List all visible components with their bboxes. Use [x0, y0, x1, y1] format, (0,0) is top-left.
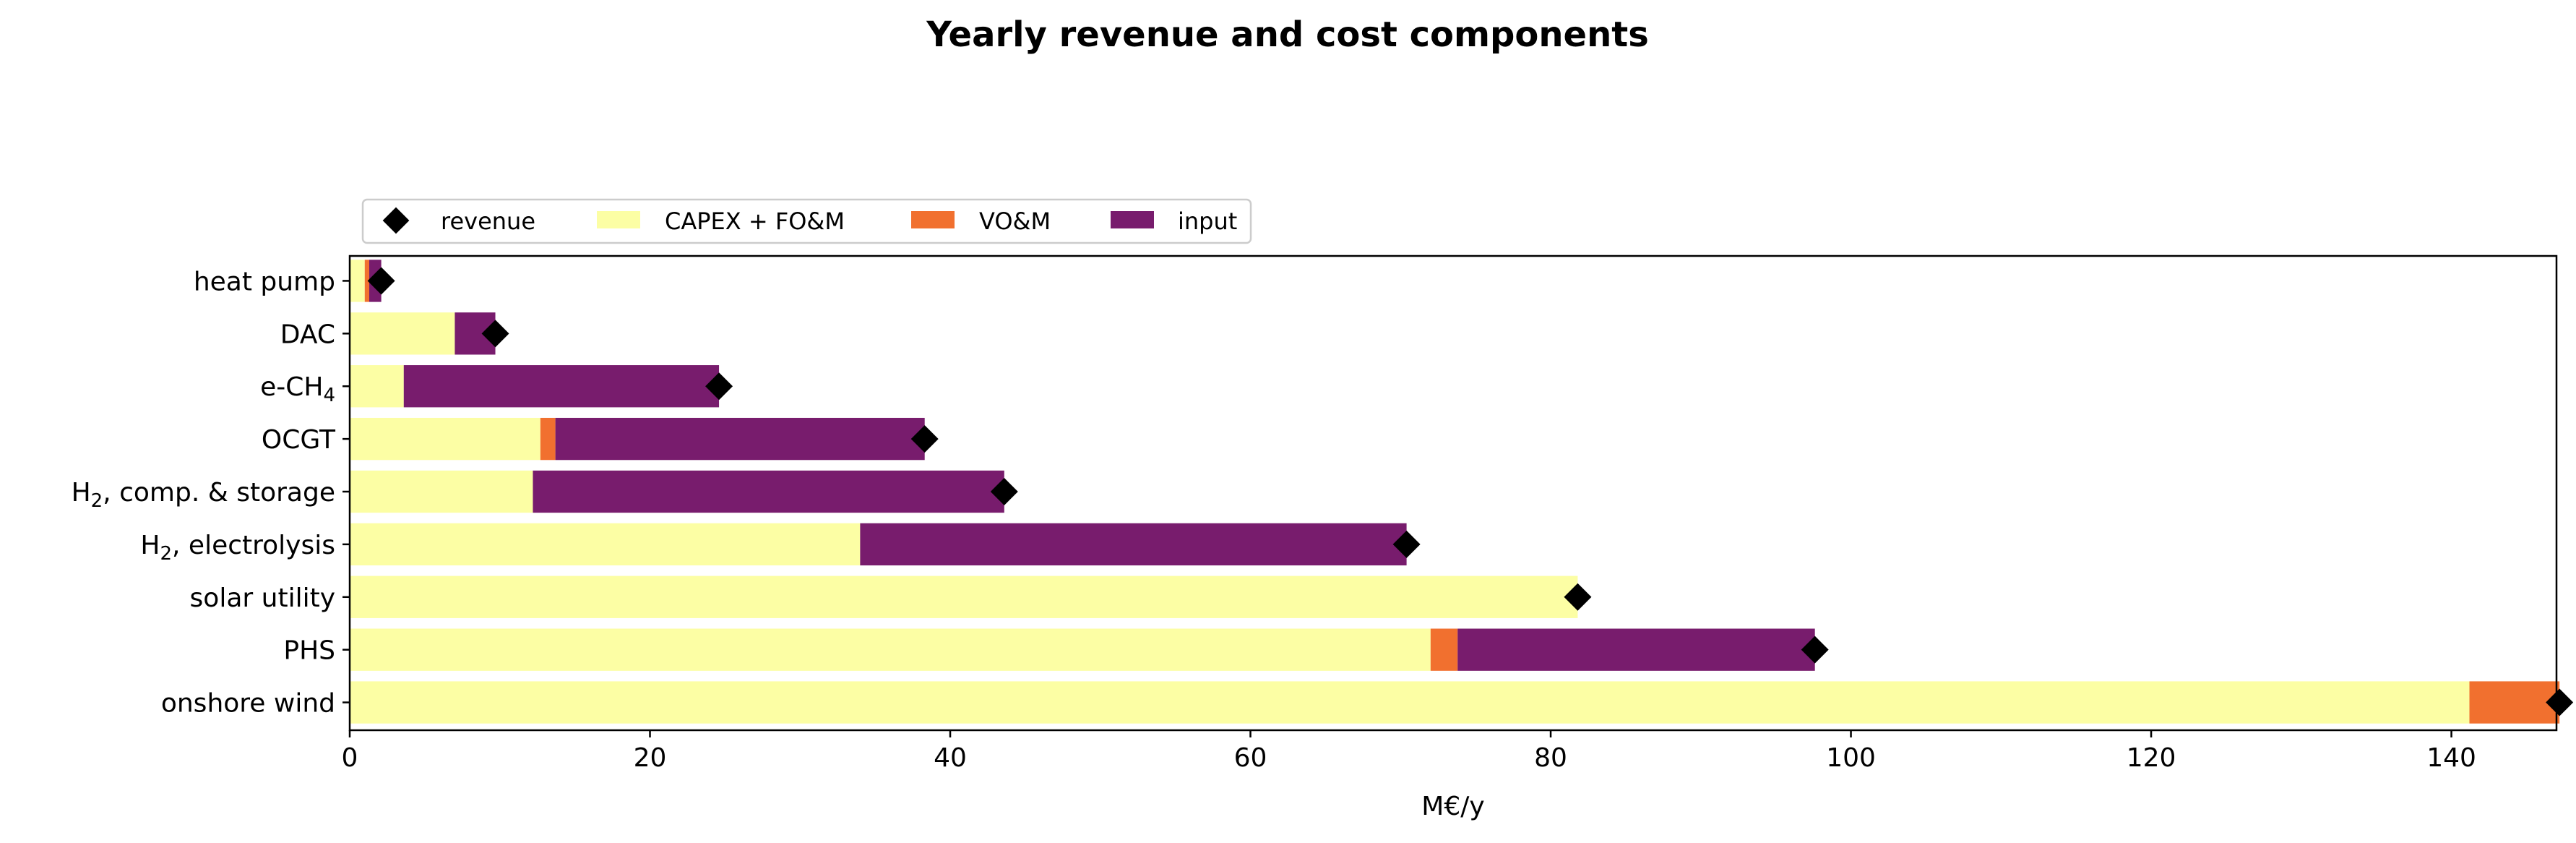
y-tick-label: solar utility: [190, 583, 335, 613]
revenue-marker: [367, 267, 395, 295]
revenue-markers-group: [367, 267, 2574, 716]
x-tick-label: 140: [2426, 743, 2476, 773]
bar-vom: [364, 260, 370, 302]
legend-capex-label: CAPEX + FO&M: [665, 207, 845, 235]
legend-vom-swatch: [911, 211, 955, 228]
y-tick-label: H2, electrolysis: [140, 531, 335, 565]
y-tick-label: PHS: [283, 636, 335, 666]
bar-capex: [350, 365, 404, 408]
y-tick-labels: heat pump DAC e-CH4 OCGT H2, comp. & storage…: [72, 267, 350, 719]
bar-capex: [350, 523, 861, 566]
x-tick-label: 120: [2127, 743, 2176, 773]
bar-input: [403, 365, 720, 408]
bar-input: [860, 523, 1407, 566]
chart-title: Yearly revenue and cost components: [926, 14, 1649, 55]
legend-input-label: input: [1178, 207, 1237, 235]
y-tick-label: OCGT: [262, 425, 336, 455]
revenue-marker: [2546, 688, 2574, 716]
x-tick-label: 60: [1234, 743, 1267, 773]
revenue-marker: [481, 320, 509, 348]
revenue-marker: [705, 372, 733, 401]
x-tick-label: 0: [342, 743, 358, 773]
bar-capex: [350, 260, 365, 302]
bar-vom: [540, 417, 556, 461]
y-tick-label: DAC: [280, 320, 335, 349]
bar-capex: [350, 312, 455, 355]
y-tick-label: H2, comp. & storage: [72, 478, 335, 512]
revenue-marker: [910, 425, 939, 453]
x-tick-label: 100: [1826, 743, 1876, 773]
legend: revenue CAPEX + FO&M VO&M input: [361, 198, 1252, 244]
revenue-marker: [1801, 636, 1829, 664]
bar-capex: [350, 417, 540, 461]
legend-vom-label: VO&M: [979, 207, 1051, 235]
revenue-marker: [1392, 530, 1421, 558]
bar-vom: [2469, 681, 2560, 724]
x-tick-label: 80: [1534, 743, 1567, 773]
revenue-marker: [990, 478, 1018, 505]
bar-capex: [350, 628, 1431, 671]
revenue-marker: [1564, 583, 1592, 611]
bar-vom: [1430, 628, 1458, 671]
bar-capex: [350, 575, 1578, 618]
legend-frame: [361, 198, 1252, 244]
y-tick-label: onshore wind: [161, 689, 335, 719]
plot-frame: [348, 254, 2558, 732]
y-tick-label: e-CH4: [260, 372, 335, 406]
x-tick-label: 20: [634, 743, 667, 773]
x-tick-label: 40: [934, 743, 967, 773]
bar-capex: [350, 470, 533, 513]
legend-revenue-label: revenue: [441, 207, 535, 235]
legend-input-swatch: [1111, 211, 1154, 228]
bar-input: [533, 470, 1004, 513]
y-tick-label: heat pump: [194, 267, 335, 296]
bar-input: [555, 417, 925, 461]
bar-capex: [350, 681, 2470, 724]
legend-revenue-marker: [382, 207, 410, 234]
bar-input: [1457, 628, 1815, 671]
legend-capex-swatch: [597, 211, 640, 228]
x-ticks: 0 20 40 60 80 100 120 140: [342, 730, 2476, 773]
x-axis-label: M€/y: [1421, 792, 1484, 821]
bars-group: [350, 260, 2560, 724]
